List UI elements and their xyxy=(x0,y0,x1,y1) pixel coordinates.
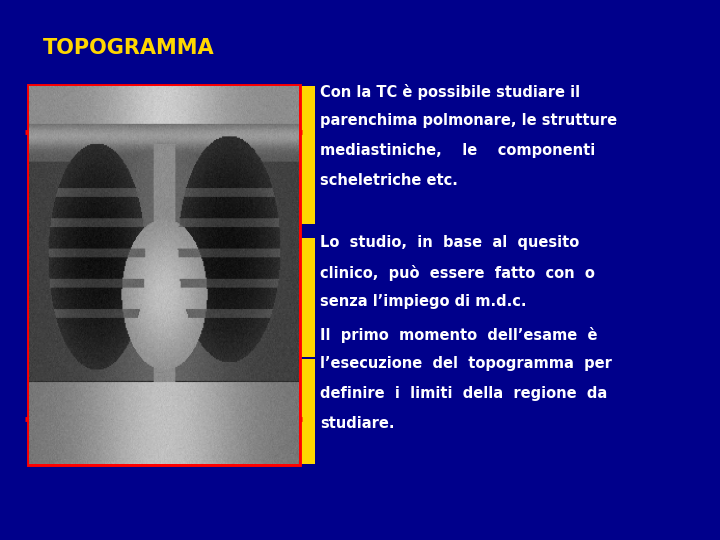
Bar xyxy=(299,359,315,464)
Text: Lo  studio,  in  base  al  quesito: Lo studio, in base al quesito xyxy=(320,235,580,250)
Text: Il  primo  momento  dell’esame  è: Il primo momento dell’esame è xyxy=(320,327,598,343)
Bar xyxy=(29,86,299,464)
Text: parenchima polmonare, le strutture: parenchima polmonare, le strutture xyxy=(320,113,618,129)
Text: definire  i  limiti  della  regione  da: definire i limiti della regione da xyxy=(320,386,608,401)
Text: scheletriche etc.: scheletriche etc. xyxy=(320,173,458,188)
Text: studiare.: studiare. xyxy=(320,416,395,431)
Text: senza l’impiego di m.d.c.: senza l’impiego di m.d.c. xyxy=(320,294,527,309)
Text: TOPOGRAMMA: TOPOGRAMMA xyxy=(43,38,215,58)
Text: mediastiniche,    le    componenti: mediastiniche, le componenti xyxy=(320,143,595,158)
Text: Con la TC è possibile studiare il: Con la TC è possibile studiare il xyxy=(320,84,580,100)
Bar xyxy=(299,238,315,356)
Bar xyxy=(299,86,315,225)
Text: l’esecuzione  del  topogramma  per: l’esecuzione del topogramma per xyxy=(320,356,612,372)
Text: clinico,  può  essere  fatto  con  o: clinico, può essere fatto con o xyxy=(320,265,595,281)
